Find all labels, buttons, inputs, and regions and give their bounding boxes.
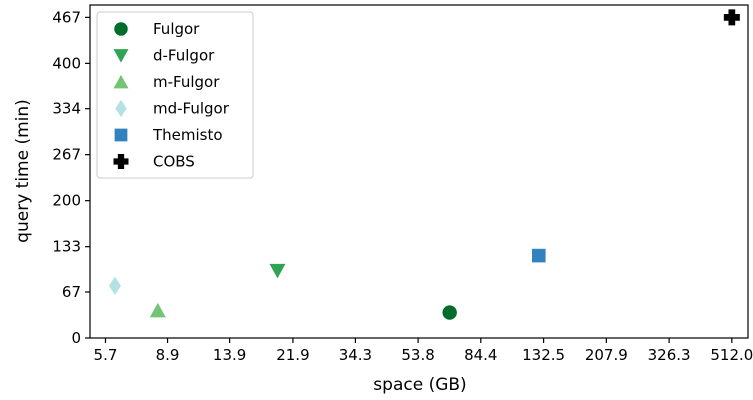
point-fulgor xyxy=(442,305,457,320)
y-tick-label: 67 xyxy=(62,283,81,301)
y-tick-label: 133 xyxy=(52,238,81,256)
y-axis-title: query time (min) xyxy=(13,99,33,243)
legend-label-fulgor: Fulgor xyxy=(153,20,200,38)
point-m-fulgor xyxy=(149,302,166,318)
legend-marker-fulgor xyxy=(114,22,128,36)
legend-label-themisto: Themisto xyxy=(152,126,223,144)
x-tick-label: 84.4 xyxy=(464,346,497,364)
legend-marker-cobs xyxy=(113,154,129,169)
x-tick-label: 326.3 xyxy=(648,346,691,364)
x-tick-label: 207.9 xyxy=(585,346,628,364)
legend-marker-d-fulgor xyxy=(113,49,129,63)
legend: Fulgor d-Fulgor m-Fulgor md-Fulgor Themisto C… xyxy=(96,11,254,179)
x-tick-label: 8.9 xyxy=(156,346,180,364)
x-axis-title: space (GB) xyxy=(373,375,466,395)
y-tick-label: 267 xyxy=(52,146,81,164)
data-markers xyxy=(108,9,740,320)
y-tick-label: 0 xyxy=(71,329,81,347)
y-axis: 0 67 133 200 267 334 400 467 xyxy=(52,8,90,347)
plot-area xyxy=(89,4,749,339)
plot-frame xyxy=(89,4,749,339)
y-tick-label: 334 xyxy=(52,100,81,118)
x-axis: 5.7 8.9 13.9 21.9 34.3 53.8 84.4 132.5 207.9 326.… xyxy=(94,338,753,364)
legend-label-d-fulgor: d-Fulgor xyxy=(153,47,215,65)
x-tick-label: 53.8 xyxy=(401,346,434,364)
legend-label-m-fulgor: m-Fulgor xyxy=(153,73,220,91)
legend-label-md-fulgor: md-Fulgor xyxy=(153,100,230,118)
legend-marker-m-fulgor xyxy=(113,74,129,89)
y-tick-label: 400 xyxy=(52,54,81,72)
legend-box xyxy=(96,11,254,179)
point-d-fulgor xyxy=(269,263,286,279)
y-tick-label: 200 xyxy=(52,192,81,210)
legend-marker-themisto xyxy=(114,128,128,142)
y-tick-label: 467 xyxy=(52,8,81,26)
legend-marker-md-fulgor xyxy=(115,99,127,118)
point-themisto xyxy=(531,248,546,263)
legend-label-cobs: COBS xyxy=(153,153,195,171)
x-tick-label: 21.9 xyxy=(276,346,309,364)
x-tick-label: 13.9 xyxy=(213,346,246,364)
x-tick-label: 512.0 xyxy=(710,346,753,364)
x-tick-label: 132.5 xyxy=(522,346,565,364)
x-tick-label: 34.3 xyxy=(339,346,372,364)
x-tick-label: 5.7 xyxy=(94,346,118,364)
point-md-fulgor xyxy=(108,276,121,296)
point-cobs xyxy=(723,9,740,26)
